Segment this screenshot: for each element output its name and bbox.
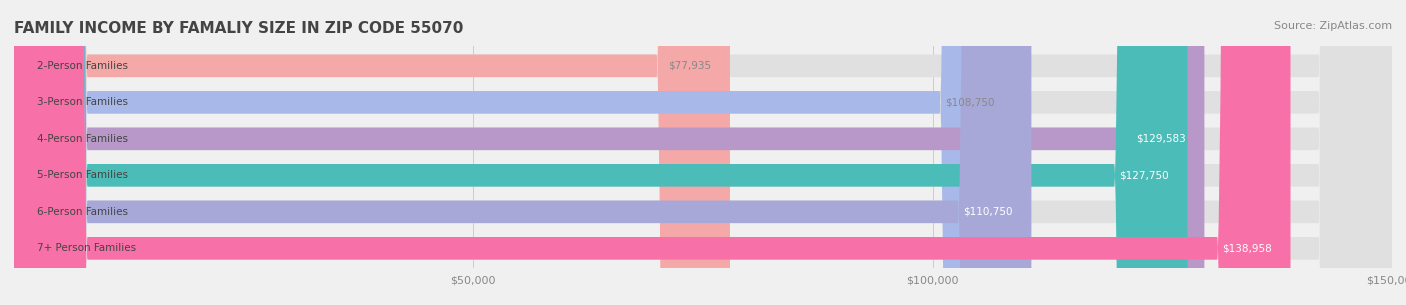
Text: $77,935: $77,935	[668, 61, 711, 71]
Text: 4-Person Families: 4-Person Families	[37, 134, 128, 144]
FancyBboxPatch shape	[14, 0, 1392, 305]
Text: 3-Person Families: 3-Person Families	[37, 97, 128, 107]
FancyBboxPatch shape	[14, 0, 1032, 305]
FancyBboxPatch shape	[14, 0, 1012, 305]
Text: $129,583: $129,583	[1136, 134, 1187, 144]
FancyBboxPatch shape	[14, 0, 1291, 305]
Text: Source: ZipAtlas.com: Source: ZipAtlas.com	[1274, 21, 1392, 31]
Text: 2-Person Families: 2-Person Families	[37, 61, 128, 71]
Text: 6-Person Families: 6-Person Families	[37, 207, 128, 217]
FancyBboxPatch shape	[14, 0, 730, 305]
FancyBboxPatch shape	[14, 0, 1392, 305]
Text: FAMILY INCOME BY FAMALIY SIZE IN ZIP CODE 55070: FAMILY INCOME BY FAMALIY SIZE IN ZIP COD…	[14, 21, 464, 36]
FancyBboxPatch shape	[14, 0, 1392, 305]
FancyBboxPatch shape	[14, 0, 1392, 305]
FancyBboxPatch shape	[14, 0, 1392, 305]
FancyBboxPatch shape	[14, 0, 1392, 305]
Text: 5-Person Families: 5-Person Families	[37, 170, 128, 180]
FancyBboxPatch shape	[14, 0, 1205, 305]
FancyBboxPatch shape	[14, 0, 1188, 305]
Text: $108,750: $108,750	[945, 97, 994, 107]
Text: $127,750: $127,750	[1119, 170, 1170, 180]
Text: $110,750: $110,750	[963, 207, 1012, 217]
Text: 7+ Person Families: 7+ Person Families	[37, 243, 136, 253]
Text: $138,958: $138,958	[1222, 243, 1272, 253]
